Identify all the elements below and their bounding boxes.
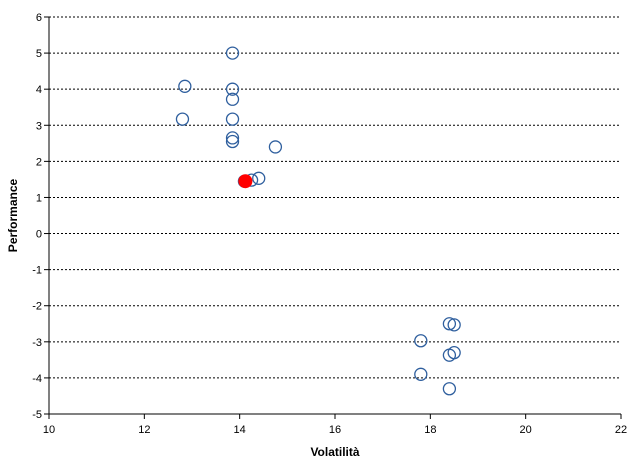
- y-tick-label: -1: [32, 265, 42, 277]
- x-tick-label: 22: [615, 424, 627, 436]
- y-tick-label: 0: [36, 229, 42, 241]
- data-points: [175, 46, 461, 396]
- x-tick-label: 18: [424, 424, 436, 436]
- x-tick-label: 14: [234, 424, 246, 436]
- grid-lines: [49, 16, 621, 379]
- x-tick-label: 16: [329, 424, 341, 436]
- y-tick-label: 3: [36, 120, 42, 132]
- scatter-point: [442, 348, 457, 362]
- scatter-point: [414, 334, 428, 348]
- scatter-point: [447, 318, 461, 332]
- scatter-point: [268, 140, 283, 154]
- x-tick-label: 12: [138, 424, 150, 436]
- scatter-point: [442, 317, 457, 331]
- y-tick-label: -2: [32, 301, 42, 313]
- scatter-point: [442, 382, 457, 396]
- scatter-point: [225, 46, 240, 60]
- scatter-point: [252, 171, 266, 185]
- scatter-point: [225, 82, 240, 96]
- scatter-point: [225, 92, 240, 106]
- y-tick-label: 4: [36, 84, 42, 96]
- scatter-point: [225, 112, 240, 126]
- y-tick-label: 5: [36, 48, 42, 60]
- y-axis-title: Performance: [6, 178, 20, 252]
- x-tick-label: 10: [43, 424, 55, 436]
- y-tick-label: 6: [36, 12, 42, 24]
- highlight-point: [238, 174, 253, 189]
- highlight-points: [238, 174, 253, 189]
- y-tick-label: -5: [32, 409, 42, 421]
- scatter-point: [414, 367, 428, 381]
- scatter-point: [178, 79, 192, 93]
- y-tick-label: -4: [32, 373, 42, 385]
- x-axis-title: Volatilità: [310, 445, 359, 459]
- scatter-point: [225, 131, 240, 145]
- y-tick-label: -3: [32, 337, 42, 349]
- x-axis-ticks: 10 12 14 16 18 20 22: [43, 414, 627, 436]
- y-tick-label: 2: [36, 156, 42, 168]
- axes: [48, 17, 621, 415]
- scatter-point: [225, 134, 240, 149]
- y-tick-label: 1: [36, 192, 42, 204]
- scatter-point: [175, 112, 190, 126]
- y-axis-ticks: -5 -4 -3 -2 -1 0 1 2 3 4 5 6: [32, 12, 49, 421]
- x-tick-label: 20: [520, 424, 532, 436]
